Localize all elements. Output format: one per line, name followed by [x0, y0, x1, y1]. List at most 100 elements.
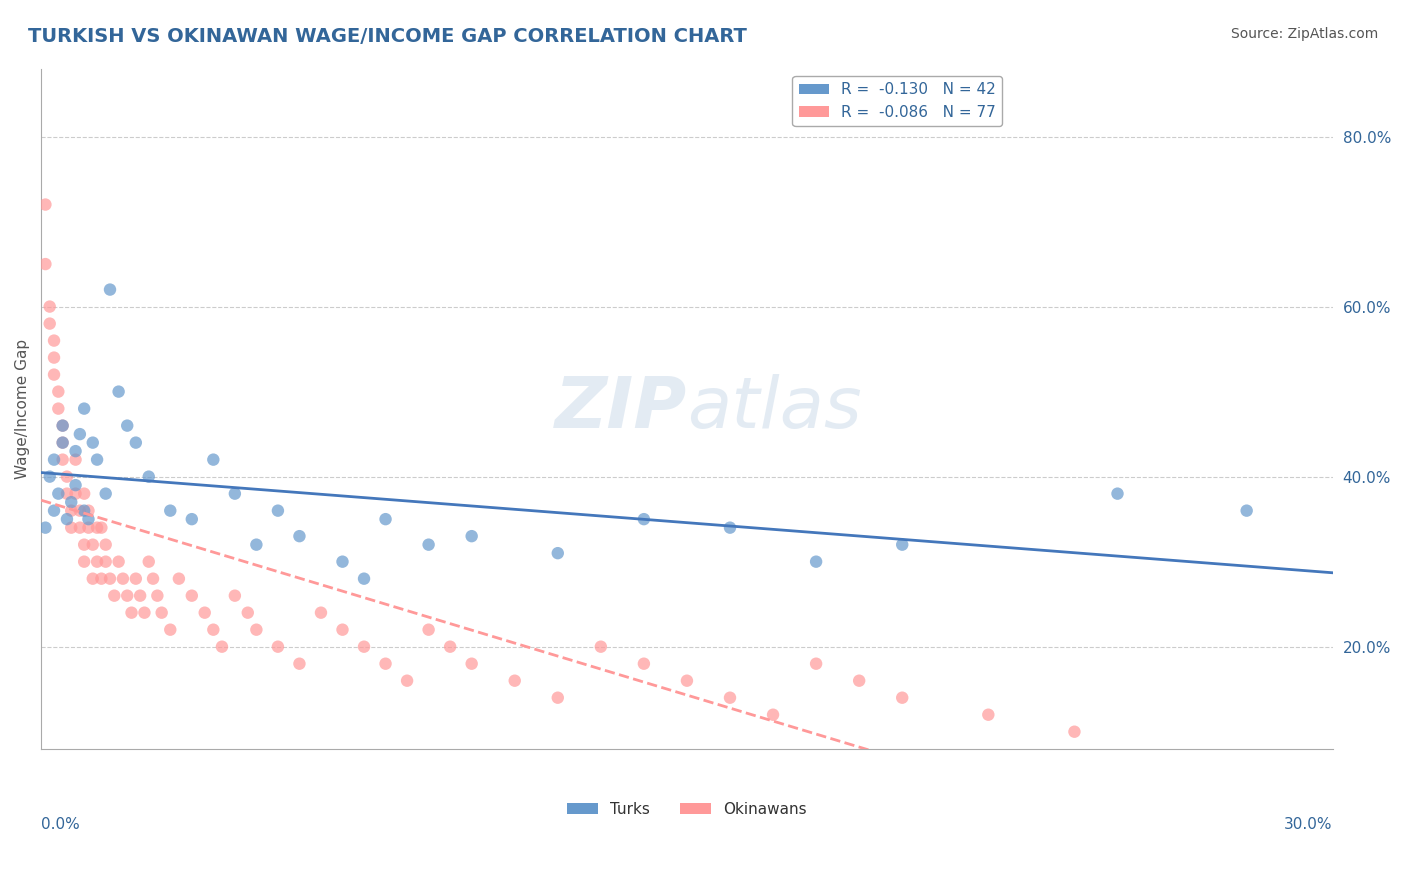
Point [46, 486, 69, 500]
Point [125, 435, 148, 450]
Point [69, 503, 91, 517]
Point [56, 486, 79, 500]
Point [159, 623, 181, 637]
Point [77, 521, 100, 535]
Point [103, 589, 125, 603]
Text: ZIP: ZIP [555, 374, 688, 443]
Point [125, 572, 148, 586]
Point [332, 555, 354, 569]
Point [547, 690, 569, 705]
Point [121, 606, 143, 620]
Point [98, 572, 121, 586]
Point [65, 452, 87, 467]
Point [224, 589, 246, 603]
Text: 30.0%: 30.0% [1284, 817, 1333, 831]
Point [65, 478, 87, 492]
Point [86, 521, 108, 535]
Point [180, 589, 202, 603]
Point [633, 512, 655, 526]
Point [547, 546, 569, 560]
Point [374, 657, 396, 671]
Point [86, 452, 108, 467]
Point [52, 452, 75, 467]
Point [73, 538, 96, 552]
Point [138, 555, 160, 569]
Point [245, 623, 267, 637]
Text: 0.0%: 0.0% [41, 817, 80, 831]
Point [267, 503, 290, 517]
Point [374, 512, 396, 526]
Point [38, 300, 60, 314]
Point [418, 623, 440, 637]
Point [202, 623, 225, 637]
Point [90, 521, 112, 535]
Point [65, 444, 87, 458]
Point [891, 690, 914, 705]
Point [69, 427, 91, 442]
Point [180, 512, 202, 526]
Point [86, 555, 108, 569]
Point [60, 495, 83, 509]
Point [167, 572, 190, 586]
Point [1063, 724, 1085, 739]
Point [46, 401, 69, 416]
Point [146, 589, 169, 603]
Point [56, 512, 79, 526]
Point [150, 606, 173, 620]
Point [77, 512, 100, 526]
Point [42, 334, 65, 348]
Point [82, 435, 104, 450]
Point [138, 469, 160, 483]
Point [211, 640, 233, 654]
Point [245, 538, 267, 552]
Point [111, 572, 134, 586]
Point [460, 529, 482, 543]
Point [94, 538, 117, 552]
Point [288, 657, 311, 671]
Point [52, 435, 75, 450]
Point [589, 640, 612, 654]
Point [718, 690, 741, 705]
Point [73, 503, 96, 517]
Point [98, 283, 121, 297]
Point [194, 606, 217, 620]
Point [52, 418, 75, 433]
Point [42, 452, 65, 467]
Point [73, 555, 96, 569]
Legend: Turks, Okinawans: Turks, Okinawans [561, 796, 813, 822]
Point [848, 673, 870, 688]
Point [418, 538, 440, 552]
Point [977, 707, 1000, 722]
Point [1236, 503, 1258, 517]
Point [42, 351, 65, 365]
Point [65, 486, 87, 500]
Point [56, 469, 79, 483]
Point [60, 503, 83, 517]
Point [69, 521, 91, 535]
Point [236, 606, 259, 620]
Point [1107, 486, 1129, 500]
Point [94, 486, 117, 500]
Point [42, 503, 65, 517]
Point [52, 435, 75, 450]
Text: Source: ZipAtlas.com: Source: ZipAtlas.com [1230, 27, 1378, 41]
Point [332, 623, 354, 637]
Point [633, 657, 655, 671]
Point [267, 640, 290, 654]
Point [159, 503, 181, 517]
Point [73, 486, 96, 500]
Point [891, 538, 914, 552]
Point [82, 538, 104, 552]
Point [82, 572, 104, 586]
Point [224, 486, 246, 500]
Point [46, 384, 69, 399]
Point [460, 657, 482, 671]
Point [718, 521, 741, 535]
Point [94, 555, 117, 569]
Point [134, 606, 156, 620]
Text: atlas: atlas [688, 374, 862, 443]
Point [676, 673, 699, 688]
Point [142, 572, 165, 586]
Point [34, 197, 56, 211]
Point [353, 640, 375, 654]
